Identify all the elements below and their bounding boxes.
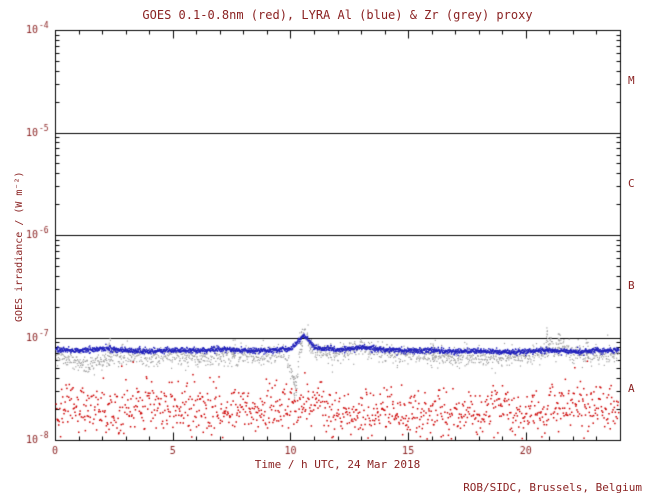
flare-class-label-a: A: [628, 381, 635, 395]
x-axis-label: Time / h UTC, 24 Mar 2018: [254, 458, 421, 471]
flare-class-label-b: B: [628, 279, 635, 293]
chart-title: GOES 0.1-0.8nm (red), LYRA Al (blue) & Z…: [142, 8, 533, 22]
flare-class-label-m: M: [628, 74, 635, 88]
y-axis-label: GOES irradiance / (W m⁻²): [14, 171, 25, 322]
credit-text: ROB/SIDC, Brussels, Belgium: [463, 481, 642, 494]
flare-class-label-c: C: [628, 176, 635, 190]
